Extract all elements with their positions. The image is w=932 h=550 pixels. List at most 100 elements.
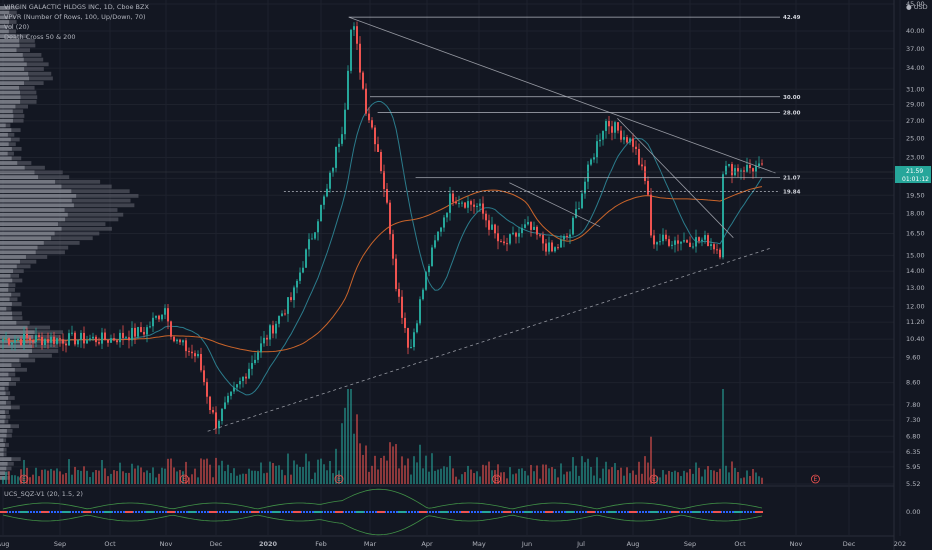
volume-bar <box>71 474 73 484</box>
candle-body <box>35 335 37 343</box>
price-tick: 13.00 <box>906 284 925 292</box>
symbol-title[interactable]: VIRGIN GALACTIC HLDGS INC, 1D, Cboe BZX <box>4 3 149 11</box>
volume-bar <box>56 468 58 484</box>
volume-bar <box>701 476 703 484</box>
profile-bar-up <box>0 179 56 184</box>
candle-body <box>266 337 268 340</box>
candle-body <box>509 234 511 244</box>
candle-body <box>431 247 433 267</box>
volume-bar <box>665 474 667 484</box>
volume-bar <box>578 475 580 484</box>
candle-body <box>566 235 568 237</box>
volume-bar <box>497 464 499 484</box>
squeeze-dot <box>230 511 238 513</box>
time-tick: Sep <box>54 540 66 548</box>
profile-bar-up <box>0 461 8 466</box>
volume-bar <box>326 470 328 484</box>
volume-bar <box>62 474 64 484</box>
profile-bar <box>0 10 17 15</box>
volume-bar <box>632 470 634 484</box>
level-label: 21.07 <box>783 176 801 182</box>
candle-body <box>38 335 40 337</box>
volume-bar <box>479 476 481 484</box>
candle-body <box>485 213 487 221</box>
volume-bar <box>545 464 547 484</box>
volume-bar <box>404 465 406 484</box>
candle-body <box>131 327 133 341</box>
profile-bar <box>0 100 37 104</box>
death-cross-label[interactable]: Death Cross 50 & 200 <box>4 33 76 41</box>
profile-bar-up <box>0 330 35 335</box>
candle-body <box>740 170 742 172</box>
volume-bar <box>626 467 628 484</box>
ma-50-line <box>2 100 763 396</box>
volume-bar <box>155 477 157 484</box>
profile-bar-up <box>0 363 12 367</box>
volume-bar <box>506 478 508 484</box>
profile-bar <box>0 109 24 114</box>
profile-bar <box>0 123 11 128</box>
volume-bar <box>485 465 487 484</box>
candle-body <box>620 130 622 140</box>
candle-body <box>635 146 637 150</box>
volume-bar <box>683 470 685 484</box>
candle-body <box>395 258 397 289</box>
wedge-trendline <box>509 182 601 228</box>
profile-bar-up <box>0 29 9 34</box>
volume-bar <box>206 458 208 484</box>
volume-bar <box>233 468 235 484</box>
volume-bar <box>248 468 250 484</box>
volume-bar <box>749 476 751 484</box>
profile-bar <box>0 358 36 363</box>
vpvr-label[interactable]: VPVR (Number Of Rows, 100, Up/Down, 70) <box>4 13 146 21</box>
candle-body <box>311 238 313 240</box>
profile-bar-up <box>0 20 10 24</box>
profile-bar-up <box>0 424 11 429</box>
price-axis[interactable]: 45.00 40.00 37.00 34.00 31.00 29.00 27.00 25.00… <box>906 0 925 516</box>
indicator-title[interactable]: UCS_SQZ-V1 (20, 1.5, 2) <box>4 490 83 498</box>
candle-body <box>614 122 616 133</box>
time-tick: Aug <box>0 540 9 548</box>
profile-bar-up <box>0 109 13 114</box>
candle-body <box>224 402 226 409</box>
candle-body <box>611 126 613 133</box>
profile-bar <box>0 353 52 358</box>
profile-bar-up <box>0 400 6 405</box>
squeeze-dot <box>335 511 343 513</box>
profile-bar-up <box>0 24 7 29</box>
volume-bar <box>494 470 496 484</box>
candle-body <box>455 201 457 204</box>
candle-body <box>749 164 751 169</box>
horizontal-levels: 42.49 30.00 28.00 21.07 19.84 <box>0 15 894 195</box>
price-tick: 16.50 <box>906 230 925 238</box>
candle-body <box>170 321 172 337</box>
time-axis[interactable]: Aug Sep Oct Nov Dec 2020 Feb Mar Apr May Jun Jul Aug… <box>0 540 906 548</box>
squeeze-dot <box>377 511 385 513</box>
volume-bar <box>515 473 517 484</box>
squeeze-dot <box>524 511 532 513</box>
volume-bar <box>530 464 532 484</box>
volume-bar <box>551 467 553 484</box>
volume-bar <box>422 468 424 484</box>
candle-body <box>500 241 502 243</box>
profile-bar-up <box>0 114 14 118</box>
price-tick: 31.00 <box>906 85 925 93</box>
profile-bar <box>0 222 106 226</box>
candle-body <box>377 144 379 153</box>
profile-bar <box>0 20 17 24</box>
candle-body <box>347 70 349 110</box>
profile-bar-up <box>0 43 20 48</box>
candle-body <box>188 351 190 353</box>
volume-bar <box>137 465 139 484</box>
profile-bar-up <box>0 452 4 457</box>
volume-bar <box>548 468 550 484</box>
volume-bar <box>608 469 610 484</box>
volume-label[interactable]: Vol (20) <box>4 23 30 31</box>
candle-body <box>356 26 358 44</box>
candle-body <box>128 337 130 341</box>
volume-bar <box>581 456 583 484</box>
candle-body <box>203 370 205 383</box>
candle-body <box>74 332 76 345</box>
